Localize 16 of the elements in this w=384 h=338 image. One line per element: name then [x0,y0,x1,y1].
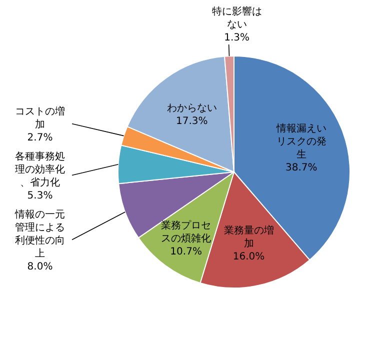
slice-label: 業務プロセスの煩雑化 [161,220,212,245]
slice-label: 各種事務処理の効率化、省力化 [15,150,65,188]
slice-label: 情報漏えいリスクの発生 [275,122,326,160]
data-label: 10.7% [170,246,202,258]
slice-label: 特に影響はない [212,6,262,31]
data-label: 5.3% [27,190,53,202]
data-label: 2.7% [27,132,53,144]
slice-label: わからない [166,103,217,114]
data-label: 38.7% [286,162,318,174]
data-label: 17.3% [176,116,208,128]
data-label: 1.3% [224,32,250,44]
data-label: 16.0% [232,251,265,262]
slice-label: 業務量の増加 [224,224,274,250]
data-label: 8.0% [27,261,53,272]
slice-label: 情報の一元管理による利便性の向上 [14,208,65,260]
slice-label: コストの増加 [15,105,65,130]
